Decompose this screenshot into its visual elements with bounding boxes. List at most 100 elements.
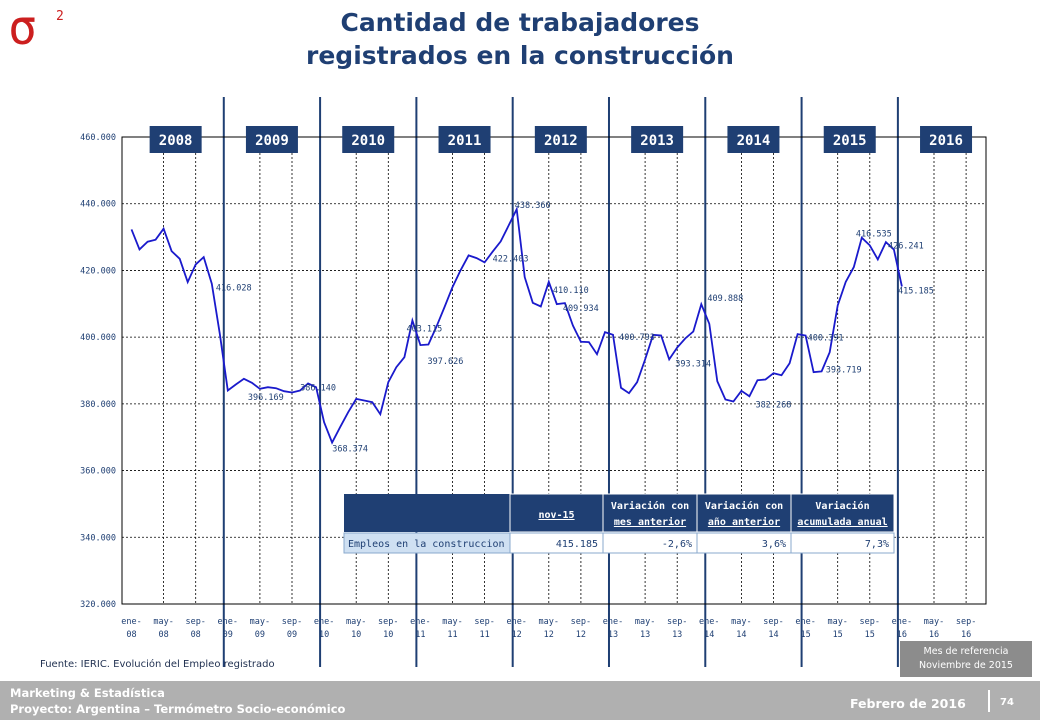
year-dividers [222,97,899,667]
table-header-cell [602,493,698,533]
x-tick-label: may- [827,617,847,627]
data-label: 409.934 [563,304,599,314]
x-tick-label: may- [924,617,944,627]
x-tick-label: may- [346,617,366,627]
x-tick-label: 11 [447,630,457,640]
x-tick-label: may- [731,617,751,627]
x-axis-ticks: ene- 08 may- 08 sep- 08 ene- 09 may- 09 sep- 09 ene-… [121,617,976,640]
table-header-text: año anterior [708,516,780,528]
table-header-text: Variación con [611,500,689,512]
table-header-text: nov-15 [538,510,574,521]
y-tick-label: 420.000 [80,266,116,276]
x-tick-label: sep- [571,617,591,627]
data-label: 382.268 [756,400,792,410]
x-tick-label: may- [442,617,462,627]
data-label: 410.110 [553,286,589,296]
data-label: 400.793 [619,333,655,343]
data-labels: 416.028 396.169 386.140 368.374 403.115 397.6… [216,201,934,454]
x-tick-label: 14 [736,630,746,640]
data-label: 416.028 [216,284,252,294]
x-tick-label: 08 [126,630,136,640]
year-label: 2011 [448,133,482,149]
title-line-2: registrados en la construcción [306,41,734,70]
x-tick-label: ene- [218,617,238,627]
x-tick-label: 13 [672,630,682,640]
series-line [130,206,903,445]
series-layer [130,206,903,445]
data-label: 396.169 [248,393,284,403]
year-band [631,126,684,153]
x-tick-label: ene- [410,617,430,627]
x-tick-label: 16 [897,630,907,640]
x-tick-label: sep- [185,617,205,627]
x-tick-label: may- [539,617,559,627]
x-tick-label: sep- [956,617,976,627]
table-header-cell [696,493,792,533]
x-tick-label: 11 [415,630,425,640]
x-tick-label: 12 [544,630,554,640]
year-label: 2012 [544,133,578,149]
data-label: 438.360 [515,201,551,211]
data-label: 415.185 [898,286,934,296]
x-tick-label: sep- [860,617,880,627]
year-band [438,126,491,153]
year-band [245,126,298,153]
y-tick-label: 440.000 [80,200,116,210]
year-label: 2009 [255,133,289,149]
table-value-cell [790,532,895,554]
year-band [149,126,202,153]
sigma-superscript: 2 [56,9,64,24]
sigma-glyph: σ [8,4,37,52]
year-label: 2016 [929,133,963,149]
reference-line-2: Noviembre de 2015 [919,660,1013,671]
year-band [727,126,780,153]
year-label: 2010 [351,133,385,149]
reference-line-1: Mes de referencia [923,646,1009,657]
y-tick-label: 360.000 [80,467,116,477]
x-tick-label: sep- [282,617,302,627]
x-tick-label: 08 [191,630,201,640]
data-label: 368.374 [332,445,368,455]
page-number: 74 [1000,697,1014,708]
footer-bar [0,681,1040,720]
y-tick-label: 340.000 [80,533,116,543]
line-chart: 320.000 340.000 360.000 380.000 400.000 420.0… [80,97,987,667]
table-header-blank [344,494,510,532]
table-value: 415.185 [556,539,598,550]
x-tick-label: sep- [474,617,494,627]
data-label: 393.719 [826,365,862,375]
x-tick-label: 12 [576,630,586,640]
x-tick-label: may- [153,617,173,627]
footer-divider [988,690,990,712]
data-label: 386.140 [300,383,336,393]
x-tick-label: ene- [121,617,141,627]
x-tick-label: may- [635,617,655,627]
x-tick-label: sep- [667,617,687,627]
footer-project: Proyecto: Argentina – Termómetro Socio-e… [10,702,346,716]
x-tick-label: ene- [795,617,815,627]
y-tick-label: 460.000 [80,133,116,143]
y-tick-label: 320.000 [80,600,116,610]
table-header-text: Variación [815,500,869,512]
year-label: 2015 [833,133,867,149]
y-axis-ticks: 320.000 340.000 360.000 380.000 400.000 420.0… [80,133,116,610]
x-tick-label: 14 [704,630,714,640]
sigma-icon: σ 2 [8,0,64,56]
x-tick-label: 13 [640,630,650,640]
x-tick-label: 15 [800,630,810,640]
x-tick-label: ene- [892,617,912,627]
x-tick-label: ene- [603,617,623,627]
x-tick-label: 16 [929,630,939,640]
data-label: 416.535 [856,230,892,240]
year-band [920,126,973,153]
year-bands: 2008 2009 2010 2011 2012 2013 2014 2015 2016 [149,126,973,153]
x-tick-label: may- [250,617,270,627]
x-tick-label: ene- [314,617,334,627]
source-note: Fuente: IERIC. Evolución del Empleo regi… [40,659,275,670]
x-tick-label: 08 [158,630,168,640]
table-header-text: mes anterior [614,516,686,528]
x-tick-label: 15 [865,630,875,640]
table-header-text: Variación con [705,500,783,512]
x-tick-label: ene- [506,617,526,627]
year-band [534,126,587,153]
